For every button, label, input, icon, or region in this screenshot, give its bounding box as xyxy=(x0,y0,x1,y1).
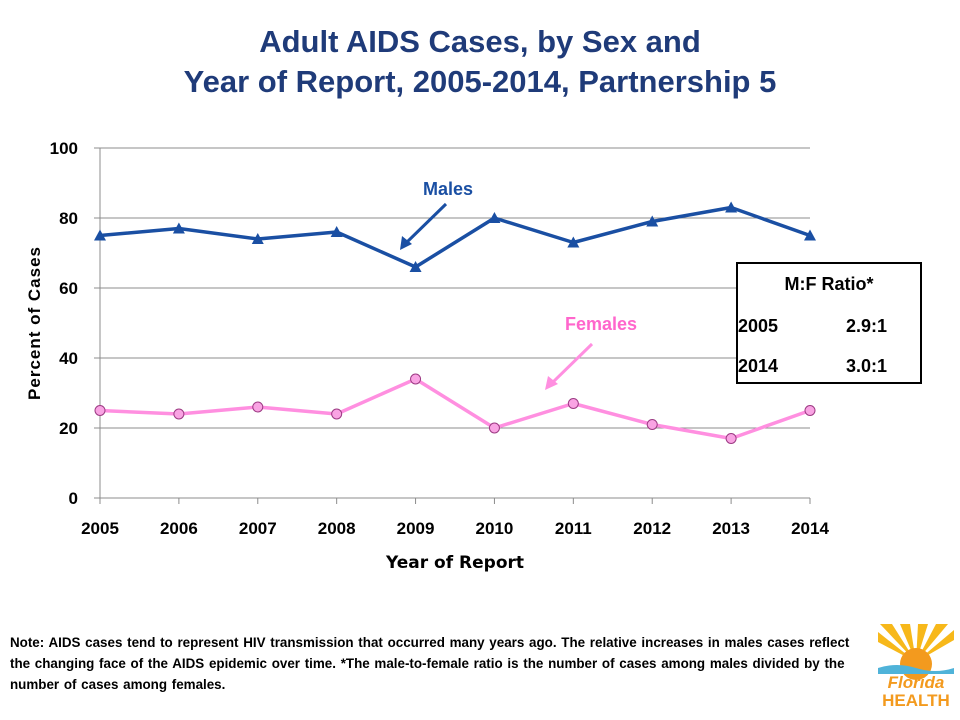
females-annotation: Females xyxy=(565,314,637,334)
ratio-year: 2014 xyxy=(738,356,779,376)
y-tick-label: 0 xyxy=(69,489,78,508)
x-tick-label: 2005 xyxy=(81,519,119,538)
ratio-value: 2.9:1 xyxy=(846,316,888,336)
y-tick-label: 80 xyxy=(59,209,78,228)
logo-text-health: HEALTH xyxy=(882,691,950,708)
x-tick-label: 2014 xyxy=(791,519,829,538)
sun-rays-icon xyxy=(878,624,954,708)
males-data-point xyxy=(646,215,659,227)
axis-layer xyxy=(94,147,811,504)
label-layer: 0 20 40 60 80 100 2005 2006 2007 2008 2009 2010 2011… xyxy=(50,139,830,538)
males-annotation: Males xyxy=(423,179,473,199)
females-data-point xyxy=(567,398,579,409)
females-data-point xyxy=(646,419,658,430)
males-annotation-arrow xyxy=(403,202,448,246)
florida-health-logo: Florida HEALTH xyxy=(878,624,954,708)
males-data-point xyxy=(409,261,422,272)
x-tick-label: 2010 xyxy=(476,519,514,538)
x-tick-label: 2011 xyxy=(555,519,592,538)
ratio-heading: M:F Ratio* xyxy=(784,274,874,294)
x-axis-label: Year of Report xyxy=(385,553,524,573)
females-data-point xyxy=(488,422,500,434)
y-tick-label: 100 xyxy=(50,139,78,158)
females-data-point xyxy=(804,405,816,416)
y-tick-label: 20 xyxy=(59,419,78,438)
females-data-point xyxy=(252,401,264,413)
males-series-line xyxy=(99,205,811,269)
x-tick-label: 2009 xyxy=(397,519,435,538)
males-data-point xyxy=(488,212,501,223)
y-tick-label: 60 xyxy=(59,279,78,298)
females-annotation-arrowhead xyxy=(545,376,558,390)
ratio-year: 2005 xyxy=(738,316,779,336)
grid-layer xyxy=(100,147,810,429)
x-tick-label: 2006 xyxy=(160,519,198,538)
chart-title: Adult AIDS Cases, by Sex and Year of Rep… xyxy=(0,22,960,102)
chart-title-line-2: Year of Report, 2005-2014, Partnership 5 xyxy=(183,64,777,99)
females-series-line xyxy=(99,377,811,441)
males-annotation-arrowhead xyxy=(400,236,412,250)
females-data-point xyxy=(331,408,343,420)
x-tick-label: 2012 xyxy=(633,519,671,538)
males-data-point xyxy=(251,233,264,244)
series-layer xyxy=(94,201,816,444)
females-data-point xyxy=(94,405,106,416)
females-annotation-arrow xyxy=(549,342,594,386)
y-tick-label: 40 xyxy=(59,349,78,368)
males-data-point xyxy=(94,229,106,241)
logo-text-florida: Florida xyxy=(888,673,945,692)
females-data-point xyxy=(410,373,422,385)
ratio-value: 3.0:1 xyxy=(846,356,888,376)
males-data-point xyxy=(172,222,185,234)
chart-title-line-1: Adult AIDS Cases, by Sex and xyxy=(259,24,701,59)
mf-ratio-box: M:F Ratio* 2005 2.9:1 2014 3.0:1 xyxy=(736,262,922,384)
x-tick-label: 2008 xyxy=(318,519,356,538)
males-data-point xyxy=(725,201,738,213)
x-tick-label: 2013 xyxy=(712,519,750,538)
y-axis-label: Percent of Cases xyxy=(25,246,44,400)
females-data-point xyxy=(725,433,737,444)
females-data-point xyxy=(173,408,185,420)
x-tick-label: 2007 xyxy=(239,519,277,538)
males-data-point xyxy=(804,229,816,241)
footnote: Note: AIDS cases tend to represent HIV t… xyxy=(10,635,850,692)
line-chart: 0 20 40 60 80 100 2005 2006 2007 2008 2009 2010 2011… xyxy=(25,139,830,573)
males-data-point xyxy=(567,236,580,248)
males-data-point xyxy=(330,226,343,237)
